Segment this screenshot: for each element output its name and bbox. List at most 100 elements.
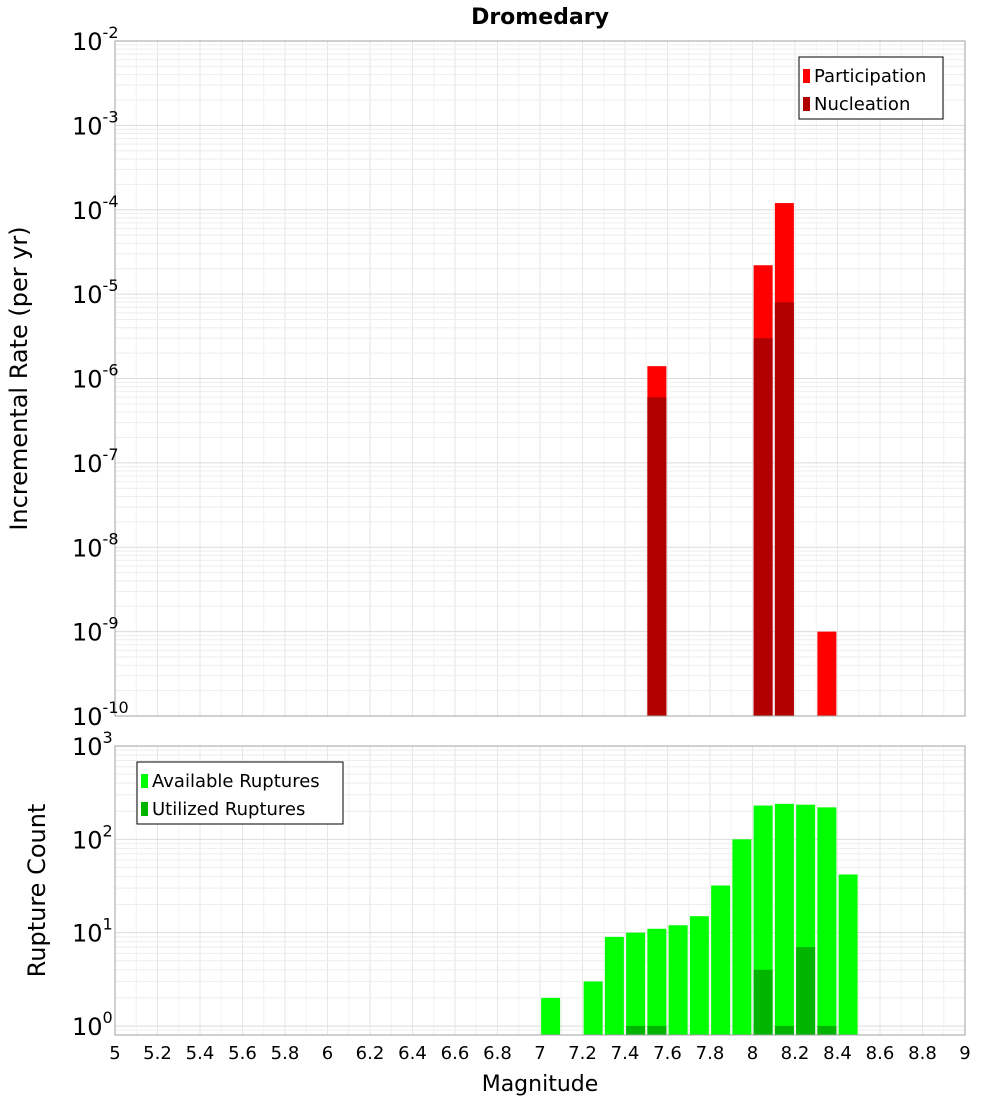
- y-tick-exponent: -5: [103, 276, 119, 295]
- y-tick-label: 100: [72, 1008, 113, 1041]
- y-tick-label: 10-7: [72, 445, 119, 478]
- y-tick-exponent: 1: [103, 915, 113, 934]
- legend-swatch: [141, 802, 148, 816]
- y-tick-base: 10: [72, 619, 103, 647]
- y-tick-base: 10: [72, 197, 103, 225]
- y-tick-base: 10: [72, 826, 103, 854]
- legend-label: Nucleation: [814, 94, 910, 115]
- x-tick-label: 7.2: [568, 1043, 597, 1064]
- bar-available-ruptures: [668, 925, 688, 1035]
- bar-utilized-ruptures: [796, 947, 816, 1035]
- bar-available-ruptures: [604, 936, 624, 1035]
- y-tick-exponent: -8: [103, 529, 119, 548]
- x-tick-label: 9: [959, 1043, 970, 1064]
- x-tick-label: 5.6: [228, 1043, 257, 1064]
- x-axis-label: Magnitude: [482, 1072, 599, 1097]
- x-tick-label: 5.8: [271, 1043, 300, 1064]
- y-axis-label: Incremental Rate (per yr): [5, 226, 33, 530]
- x-tick-label: 8.6: [866, 1043, 895, 1064]
- bar-utilized-ruptures: [647, 1025, 667, 1035]
- y-tick-exponent: 2: [103, 821, 113, 840]
- series-nucleation: [647, 302, 794, 716]
- x-tick-label: 6.6: [441, 1043, 470, 1064]
- chart-title: Dromedary: [471, 5, 609, 30]
- legend-swatch: [803, 97, 810, 111]
- y-tick-base: 10: [72, 366, 103, 394]
- bar-utilized-ruptures: [774, 1025, 794, 1035]
- y-axis-label: Rupture Count: [23, 804, 51, 978]
- y-tick-base: 10: [72, 733, 103, 761]
- bar-utilized-ruptures: [817, 1025, 837, 1035]
- y-tick-label: 10-9: [72, 614, 119, 647]
- y-tick-label: 10-3: [72, 107, 119, 140]
- x-tick-label: 6.2: [356, 1043, 385, 1064]
- plot-rate: 10-1010-910-810-710-610-510-410-310-2Inc…: [5, 5, 966, 731]
- y-tick-label: 101: [72, 915, 113, 948]
- plot-border: [114, 40, 966, 717]
- series-utilized-ruptures: [626, 947, 837, 1035]
- y-tick-label: 102: [72, 821, 113, 854]
- y-tick-base: 10: [72, 450, 103, 478]
- y-tick-exponent: -4: [103, 192, 119, 211]
- y-tick-base: 10: [72, 112, 103, 140]
- bar-available-ruptures: [817, 807, 837, 1035]
- y-tick-base: 10: [72, 281, 103, 309]
- bar-available-ruptures: [689, 916, 709, 1035]
- x-tick-label: 5: [109, 1043, 120, 1064]
- y-tick-label: 10-6: [72, 361, 119, 394]
- x-tick-label: 7.4: [611, 1043, 640, 1064]
- x-tick-label: 6.8: [483, 1043, 512, 1064]
- bar-utilized-ruptures: [753, 969, 773, 1035]
- bar-available-ruptures: [711, 885, 731, 1035]
- bar-available-ruptures: [774, 803, 794, 1035]
- x-tick-label: 8.2: [781, 1043, 810, 1064]
- bar-available-ruptures: [541, 997, 561, 1035]
- y-tick-exponent: -6: [103, 361, 119, 380]
- x-tick-label: 8: [747, 1043, 758, 1064]
- bar-nucleation: [647, 397, 667, 716]
- x-tick-label: 7.6: [653, 1043, 682, 1064]
- legend-swatch: [803, 69, 810, 83]
- y-tick-base: 10: [72, 28, 103, 56]
- x-tick-label: 5.2: [143, 1043, 172, 1064]
- legend-label: Utilized Ruptures: [152, 799, 305, 820]
- y-tick-label: 10-4: [72, 192, 119, 225]
- x-tick-label: 6.4: [398, 1043, 427, 1064]
- y-tick-label: 10-2: [72, 23, 119, 56]
- bar-available-ruptures: [647, 928, 667, 1035]
- y-tick-base: 10: [72, 920, 103, 948]
- x-tick-label: 7: [534, 1043, 545, 1064]
- y-tick-label: 10-8: [72, 529, 119, 562]
- y-tick-exponent: 0: [103, 1008, 113, 1027]
- y-tick-label: 103: [72, 728, 113, 761]
- y-tick-exponent: -7: [103, 445, 119, 464]
- y-tick-label: 10-10: [72, 698, 129, 731]
- legend-swatch: [141, 774, 148, 788]
- y-tick-exponent: 3: [103, 728, 113, 747]
- bar-nucleation: [753, 338, 773, 716]
- x-tick-label: 6: [322, 1043, 333, 1064]
- bar-participation: [817, 631, 837, 716]
- plot-border: [114, 745, 966, 1036]
- legend-label: Participation: [814, 66, 926, 87]
- legend-box: [798, 56, 944, 120]
- y-tick-base: 10: [72, 534, 103, 562]
- y-tick-base: 10: [72, 703, 103, 731]
- y-tick-base: 10: [72, 1013, 103, 1041]
- x-tick-label: 8.8: [908, 1043, 937, 1064]
- x-tick-label: 5.4: [186, 1043, 215, 1064]
- bar-available-ruptures: [626, 932, 646, 1035]
- y-tick-label: 10-5: [72, 276, 119, 309]
- bar-available-ruptures: [583, 981, 603, 1035]
- x-tick-label: 8.4: [823, 1043, 852, 1064]
- y-tick-exponent: -10: [103, 698, 129, 717]
- bar-nucleation: [774, 302, 794, 716]
- bar-available-ruptures: [732, 839, 752, 1035]
- legend: Participation Nucleation: [798, 56, 944, 120]
- legend-box: [136, 761, 344, 825]
- y-tick-exponent: -3: [103, 107, 119, 126]
- bar-available-ruptures: [838, 874, 858, 1035]
